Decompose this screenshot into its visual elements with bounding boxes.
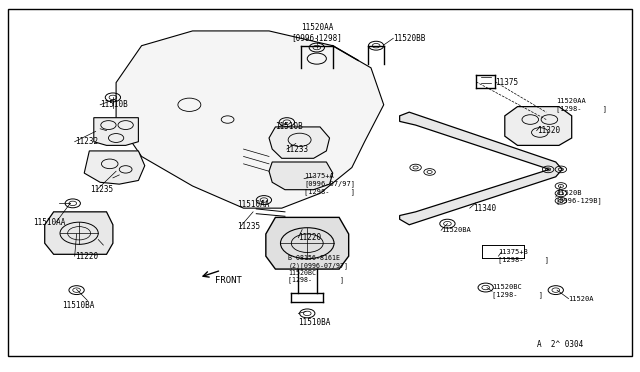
Polygon shape (269, 127, 330, 158)
Text: 11233: 11233 (285, 145, 308, 154)
Text: 11235: 11235 (237, 222, 260, 231)
Text: 11520AA
[1298-     ]: 11520AA [1298- ] (556, 98, 607, 112)
Text: 11510AA: 11510AA (237, 200, 269, 209)
Polygon shape (116, 31, 384, 208)
Text: 11235: 11235 (91, 185, 114, 194)
Text: 11220: 11220 (298, 233, 321, 242)
Polygon shape (399, 112, 562, 225)
Polygon shape (94, 118, 138, 145)
Text: A  2^ 0304: A 2^ 0304 (537, 340, 583, 349)
Text: 11340: 11340 (473, 203, 496, 213)
Text: 11510BA: 11510BA (298, 318, 330, 327)
Text: B 08156-8161E
(2)[0996-07/97]
11520BC
[1298-       ]: B 08156-8161E (2)[0996-07/97] 11520BC [1… (288, 255, 348, 283)
Text: 11232: 11232 (75, 137, 98, 146)
Polygon shape (505, 107, 572, 145)
Text: 11320: 11320 (537, 126, 560, 135)
Text: 11375+B
[1298-     ]: 11375+B [1298- ] (499, 249, 549, 263)
Text: 11510B: 11510B (100, 100, 128, 109)
Text: 11510BA: 11510BA (62, 301, 94, 311)
Text: 11520A: 11520A (568, 296, 594, 302)
Text: 11375: 11375 (495, 78, 518, 87)
Polygon shape (266, 217, 349, 269)
Text: 11375+A
[0996-07/97]
[1298-     ]: 11375+A [0996-07/97] [1298- ] (304, 173, 355, 195)
Text: 11520BA: 11520BA (441, 227, 471, 233)
Polygon shape (45, 212, 113, 254)
Text: 11220: 11220 (75, 251, 98, 261)
Text: 11520B
[0996-129B]: 11520B [0996-129B] (556, 190, 602, 204)
Text: 11510B: 11510B (275, 122, 303, 131)
Polygon shape (269, 162, 333, 190)
Text: 11520BC
[1298-     ]: 11520BC [1298- ] (492, 284, 543, 298)
Text: 11520BB: 11520BB (394, 34, 426, 43)
Text: 11520AA
[0996-1298]: 11520AA [0996-1298] (291, 23, 342, 42)
Text: 11510AA: 11510AA (33, 218, 66, 227)
Polygon shape (84, 151, 145, 184)
Text: FRONT: FRONT (215, 276, 242, 285)
